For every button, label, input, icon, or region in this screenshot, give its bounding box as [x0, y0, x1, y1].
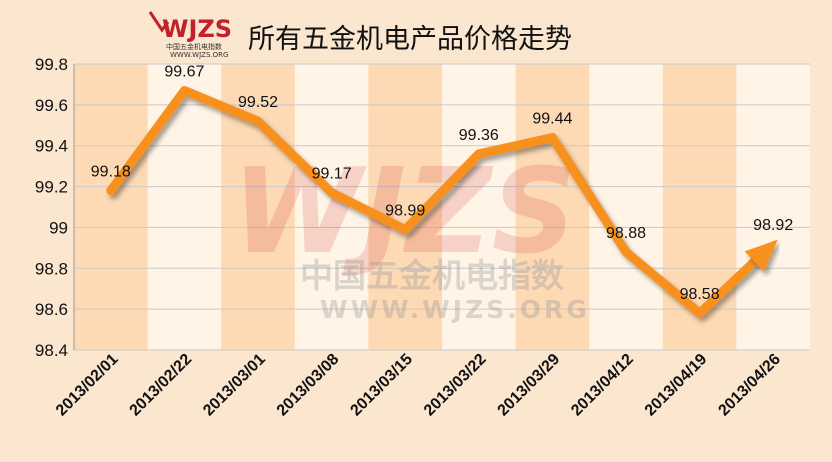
plot-band-2013-02-22: [147, 64, 222, 350]
series-line-path: [106, 86, 759, 318]
x-axis: 2013/02/01 2013/02/22 2013/03/01 2013/03/08…: [53, 351, 784, 420]
watermark: WJZS 中国五金机电指数 WWW.WJZS.ORG: [232, 142, 590, 324]
data-labels: 99.18 99.67 99.52 99.17 98.99 99.36 99.44 98.88…: [91, 64, 794, 304]
plot-band-2013-02-01: [74, 64, 148, 350]
x-tick-label: 2013/02/22: [127, 351, 196, 420]
plot-band-2013-03-22: [442, 64, 516, 350]
x-tick-label: 2013/03/01: [200, 351, 269, 420]
data-label: 99.36: [459, 127, 499, 144]
y-tick-label: 99: [49, 218, 68, 237]
x-tick-label: 2013/03/22: [421, 351, 490, 420]
y-tick-label: 98.8: [35, 259, 68, 278]
x-tick-label: 2013/03/29: [495, 351, 564, 420]
y-tick-label: 99.6: [35, 96, 68, 115]
y-axis: 99.8 99.6 99.4 99.2 99 98.8 98.6 98.4: [35, 55, 75, 360]
watermark-cn-text: 中国五金机电指数: [300, 256, 565, 295]
data-label: 99.52: [238, 94, 278, 111]
x-tick-label: 2013/04/26: [715, 351, 784, 420]
watermark-url: WWW.WJZS.ORG: [320, 295, 590, 324]
logo-url: WWW.WJZS.ORG: [170, 51, 228, 59]
plot-band-2013-03-29: [515, 64, 590, 350]
x-tick-label: 2013/03/15: [347, 351, 416, 420]
series-line: [106, 86, 778, 318]
data-label: 98.92: [753, 217, 793, 234]
y-tick-label: 99.2: [35, 178, 68, 197]
brand-logo: WJZS 中国五金机电指数 WWW.WJZS.ORG: [148, 11, 232, 59]
series-arrowhead: [744, 239, 778, 272]
y-tick-label: 99.4: [35, 137, 68, 156]
logo-text: WJZS: [162, 15, 232, 43]
gridlines: [74, 63, 810, 351]
data-label: 98.99: [385, 202, 425, 219]
data-label: 99.17: [312, 166, 352, 183]
y-tick-label: 98.6: [35, 300, 68, 319]
logo-swoosh-icon: [148, 11, 170, 33]
y-tick-label: 98.4: [35, 341, 68, 360]
data-label: 99.18: [91, 164, 131, 181]
x-tick-label: 2013/02/01: [53, 351, 122, 420]
data-label: 98.88: [606, 225, 646, 242]
plot-band-2013-04-19: [662, 64, 737, 350]
logo-subtitle: 中国五金机电指数: [166, 42, 222, 51]
plot-band-2013-04-26: [736, 64, 810, 350]
data-label: 99.67: [164, 64, 204, 81]
x-tick-label: 2013/04/19: [642, 351, 711, 420]
x-tick-label: 2013/04/12: [568, 351, 637, 420]
watermark-logo: WJZS: [232, 142, 577, 280]
y-tick-label: 99.8: [35, 55, 68, 74]
chart-title: 所有五金机电产品价格走势: [248, 24, 572, 55]
data-label: 98.58: [680, 286, 720, 303]
x-tick-label: 2013/03/08: [274, 351, 343, 420]
data-label: 99.44: [532, 111, 572, 128]
